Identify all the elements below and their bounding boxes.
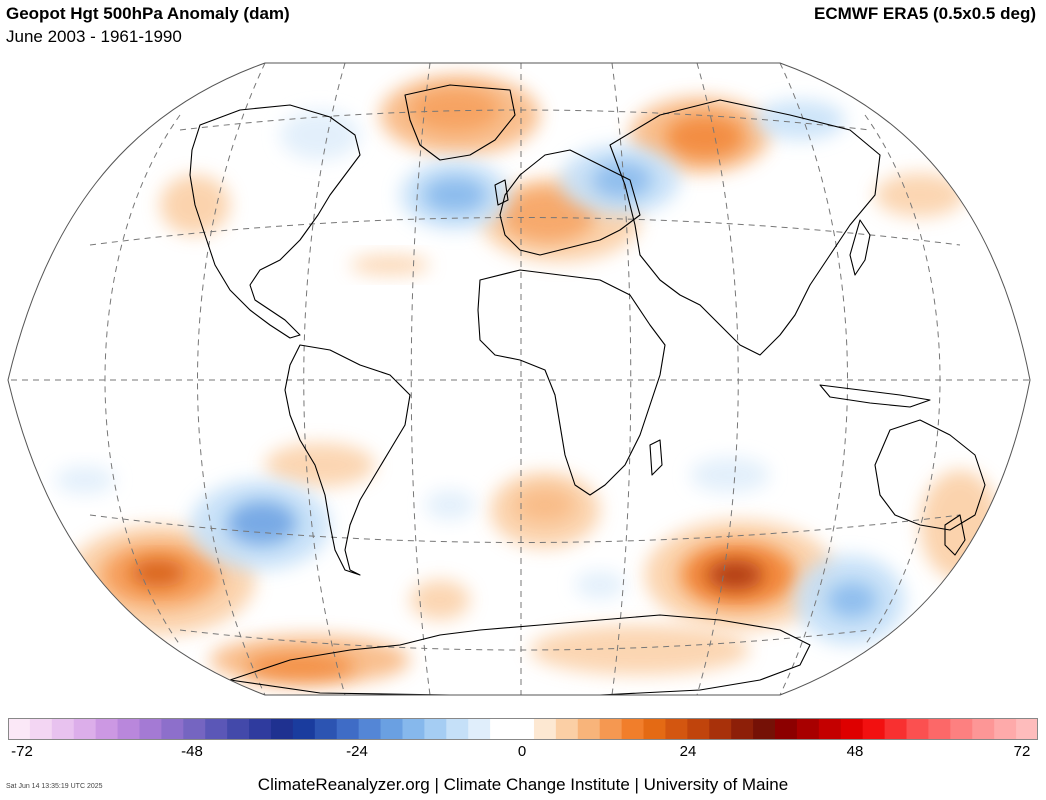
- colorbar-swatch: [753, 718, 776, 740]
- colorbar-swatch: [161, 718, 184, 740]
- colorbar-tick: -72: [11, 743, 33, 760]
- colorbar-swatch: [8, 718, 31, 740]
- colorbar-swatch: [906, 718, 930, 740]
- colorbar-swatch: [95, 718, 119, 740]
- colorbar-swatch: [577, 718, 601, 740]
- credit-line: ClimateReanalyzer.org | Climate Change I…: [257, 775, 789, 794]
- colorbar-swatch: [731, 718, 754, 740]
- colorbar-tick: -24: [346, 743, 368, 760]
- colorbar-swatch: [139, 718, 162, 740]
- south-america: [284, 344, 411, 576]
- colorbar-tick: 0: [517, 743, 527, 760]
- colorbar: [8, 718, 1038, 740]
- map-subtitle: June 2003 - 1961-1990: [6, 27, 182, 46]
- data-source: ECMWF ERA5 (0.5x0.5 deg): [814, 4, 1036, 23]
- colorbar-swatch: [73, 718, 97, 740]
- indonesia: [819, 384, 931, 408]
- colorbar-swatch: [775, 718, 798, 740]
- colorbar-swatch: [687, 718, 710, 740]
- colorbar-swatch: [840, 718, 864, 740]
- colorbar-tick: 72: [1013, 743, 1031, 760]
- colorbar-swatch: [446, 718, 469, 740]
- colorbar-swatch: [665, 718, 688, 740]
- colorbar-swatch: [183, 718, 206, 740]
- colorbar-swatch: [29, 718, 53, 740]
- colorbar-swatch: [205, 718, 228, 740]
- colorbar-border: [8, 718, 1038, 740]
- colorbar-swatch: [512, 718, 535, 740]
- asia: [609, 99, 881, 356]
- greenland: [404, 84, 516, 161]
- madagascar: [649, 439, 663, 476]
- colorbar-swatch: [249, 718, 272, 740]
- australia: [874, 419, 986, 531]
- colorbar-swatch: [270, 718, 294, 740]
- colorbar-swatch: [358, 718, 382, 740]
- colorbar-swatch: [314, 718, 338, 740]
- europe: [499, 149, 641, 256]
- colorbar-swatch: [1016, 718, 1038, 740]
- colorbar-swatch: [950, 718, 973, 740]
- colorbar-swatch: [818, 718, 842, 740]
- graticule: [8, 63, 1030, 695]
- new-zealand: [944, 514, 966, 556]
- colorbar-swatch: [709, 718, 732, 740]
- colorbar-swatch: [599, 718, 623, 740]
- uk: [494, 179, 509, 206]
- africa: [477, 269, 666, 496]
- colorbar-swatch: [972, 718, 995, 740]
- anomaly-field: [55, 75, 1000, 685]
- colorbar-swatch: [928, 718, 951, 740]
- colorbar-swatch: [643, 718, 667, 740]
- north-america: [189, 104, 361, 339]
- colorbar-swatch: [424, 718, 447, 740]
- colorbar-swatch: [402, 718, 425, 740]
- colorbar-swatch: [490, 718, 513, 740]
- colorbar-swatch: [884, 718, 908, 740]
- colorbar-swatch: [380, 718, 404, 740]
- colorbar-swatch: [796, 718, 820, 740]
- colorbar-swatch: [336, 718, 360, 740]
- colorbar-swatch: [292, 718, 316, 740]
- colorbar-swatch: [862, 718, 886, 740]
- world-map: [7, 62, 1031, 696]
- colorbar-swatch: [468, 718, 491, 740]
- colorbar-swatch: [533, 718, 557, 740]
- map-title: Geopot Hgt 500hPa Anomaly (dam): [6, 4, 290, 23]
- antarctica: [229, 614, 811, 695]
- japan: [849, 219, 871, 276]
- colorbar-swatch: [621, 718, 645, 740]
- colorbar-swatch: [117, 718, 141, 740]
- colorbar-tick: 24: [679, 743, 697, 760]
- colorbar-swatch: [227, 718, 250, 740]
- colorbar-swatch: [555, 718, 579, 740]
- colorbar-swatch: [51, 718, 75, 740]
- colorbar-swatch: [994, 718, 1017, 740]
- render-timestamp: Sat Jun 14 13:35:19 UTC 2025: [6, 783, 103, 790]
- globe-outline: [7, 62, 1031, 696]
- colorbar-tick: -48: [181, 743, 203, 760]
- colorbar-tick: 48: [846, 743, 864, 760]
- continent-outlines: [189, 84, 986, 695]
